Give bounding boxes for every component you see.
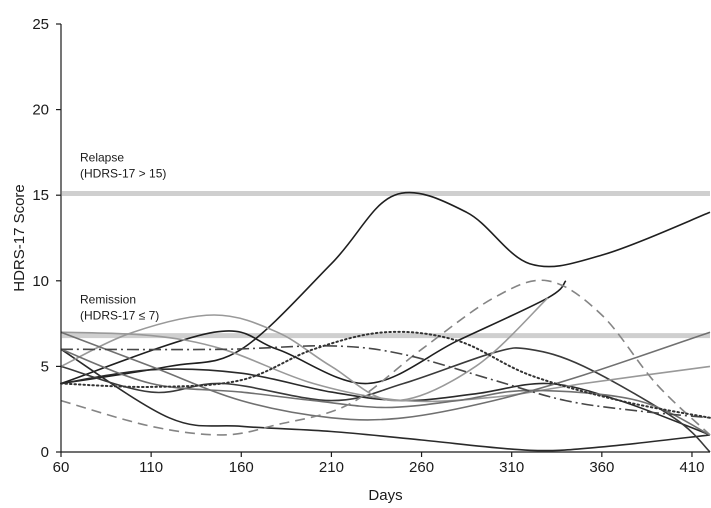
series-line-10 <box>60 279 711 436</box>
y-tick-label: 0 <box>41 444 49 461</box>
axes-layer <box>60 24 710 453</box>
y-tick-label: 20 <box>32 102 49 119</box>
series-layer <box>60 191 711 453</box>
annotations-layer: Relapse (HDRS-17 > 15) Remission (HDRS-17 ≤… <box>80 150 166 322</box>
y-axis-title: HDRS-17 Score <box>11 184 28 292</box>
x-tick-label: 60 <box>53 459 70 476</box>
series-line-2 <box>60 280 567 385</box>
series-line-11 <box>60 344 711 419</box>
x-tick-label: 260 <box>409 459 434 476</box>
series-line-9 <box>60 348 711 436</box>
series-line-7 <box>60 331 711 403</box>
x-tick-label: 110 <box>139 459 163 476</box>
threshold-label-title: Remission <box>80 293 136 307</box>
x-tick-label: 210 <box>319 459 344 476</box>
thresholds-layer <box>62 190 710 339</box>
threshold-label-criterion: (HDRS-17 ≤ 7) <box>80 309 159 323</box>
series-line-3 <box>60 348 711 452</box>
series-line-1 <box>60 191 711 385</box>
x-tick-label: 160 <box>229 459 254 476</box>
y-tick-label: 5 <box>41 358 49 375</box>
y-tick-label: 15 <box>32 187 49 204</box>
series-line-5 <box>60 347 711 453</box>
series-line-12 <box>60 330 711 419</box>
x-axis-title: Days <box>368 487 402 504</box>
y-tick-label: 25 <box>32 16 49 33</box>
threshold-label-title: Relapse <box>80 150 124 164</box>
x-tick-label: 360 <box>589 459 614 476</box>
x-tick-label: 310 <box>499 459 524 476</box>
ticks-layer: 60 110 160 210 260 310 360 410 0 5 10 15 20 25 <box>32 16 704 476</box>
x-tick-label: 410 <box>679 459 704 476</box>
series-line-6 <box>60 297 549 402</box>
threshold-label-criterion: (HDRS-17 > 15) <box>80 166 166 180</box>
y-tick-label: 10 <box>32 273 49 290</box>
series-line-8 <box>60 331 711 421</box>
